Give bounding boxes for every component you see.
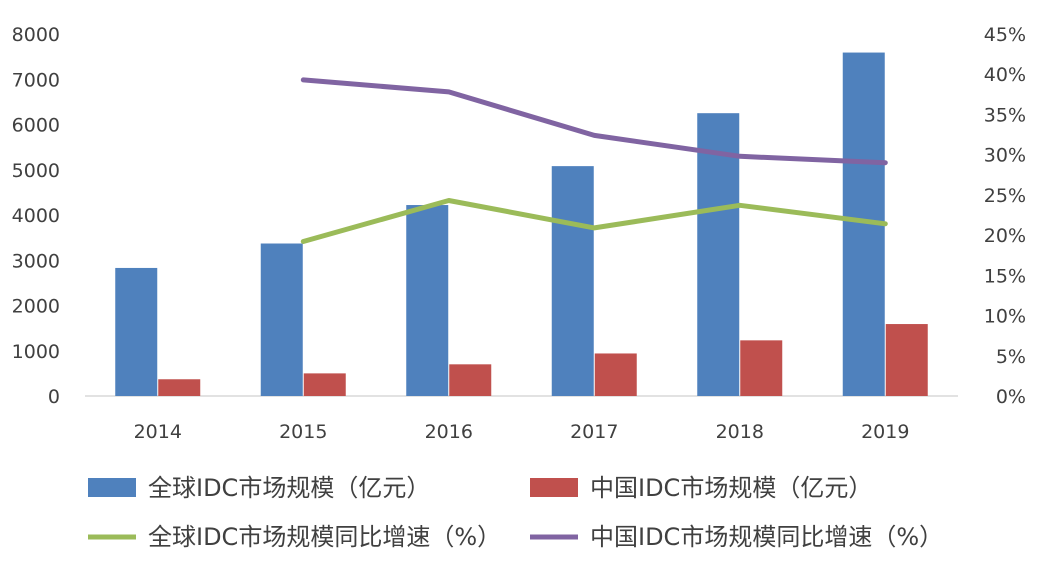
right-tick-label: 10% <box>984 306 1026 328</box>
bar-global <box>551 166 594 396</box>
right-tick-label: 45% <box>984 24 1026 46</box>
right-tick-label: 30% <box>984 145 1026 167</box>
bar-china <box>594 353 637 396</box>
x-tick-label: 2014 <box>134 421 182 443</box>
right-tick-label: 5% <box>996 346 1026 368</box>
left-tick-label: 6000 <box>12 115 60 137</box>
left-tick-label: 2000 <box>12 296 60 318</box>
bar-global <box>115 267 158 396</box>
right-tick-label: 25% <box>984 185 1026 207</box>
bars <box>115 52 928 397</box>
bar-global <box>260 243 303 396</box>
legend-swatch-china-bar <box>530 478 578 497</box>
right-tick-label: 15% <box>984 265 1026 287</box>
x-tick-label: 2016 <box>425 421 473 443</box>
right-tick-label: 35% <box>984 104 1026 126</box>
left-tick-label: 1000 <box>12 341 60 363</box>
right-tick-label: 0% <box>996 386 1026 408</box>
bar-global <box>697 113 740 396</box>
line-china-growth <box>300 77 888 166</box>
x-tick-label: 2017 <box>570 421 618 443</box>
left-tick-label: 4000 <box>12 205 60 227</box>
bar-china <box>740 340 783 396</box>
legend-label-china-bar: 中国IDC市场规模（亿元） <box>590 474 872 502</box>
bar-china <box>449 364 492 396</box>
legend-label-global-line: 全球IDC市场规模同比增速（%） <box>148 523 501 551</box>
x-tick-label: 2015 <box>279 421 327 443</box>
right-axis-ticks: 0% 5% 10% 15% 20% 25% 30% 35% 40% 45% <box>984 24 1026 408</box>
legend: 全球IDC市场规模（亿元） 中国IDC市场规模（亿元） 全球IDC市场规模同比增… <box>88 474 943 551</box>
legend-label-global-bar: 全球IDC市场规模（亿元） <box>148 474 430 502</box>
x-tick-label: 2018 <box>716 421 764 443</box>
right-tick-label: 20% <box>984 225 1026 247</box>
x-axis-ticks: 2014 2015 2016 2017 2018 2019 <box>134 421 910 443</box>
legend-label-china-line: 中国IDC市场规模同比增速（%） <box>590 523 943 551</box>
series-lines <box>300 77 888 244</box>
bar-global <box>406 205 449 396</box>
line-global-growth <box>300 198 888 244</box>
left-tick-label: 0 <box>48 386 60 408</box>
left-tick-label: 3000 <box>12 250 60 272</box>
left-tick-label: 8000 <box>12 24 60 46</box>
bar-china <box>158 379 201 396</box>
right-tick-label: 40% <box>984 64 1026 86</box>
x-tick-label: 2019 <box>861 421 909 443</box>
left-tick-label: 7000 <box>12 69 60 91</box>
left-tick-label: 5000 <box>12 160 60 182</box>
bar-china <box>885 324 928 396</box>
legend-swatch-global-bar <box>88 478 136 497</box>
left-axis-ticks: 0 1000 2000 3000 4000 5000 6000 7000 8000 <box>12 24 60 408</box>
bar-china <box>303 373 346 396</box>
